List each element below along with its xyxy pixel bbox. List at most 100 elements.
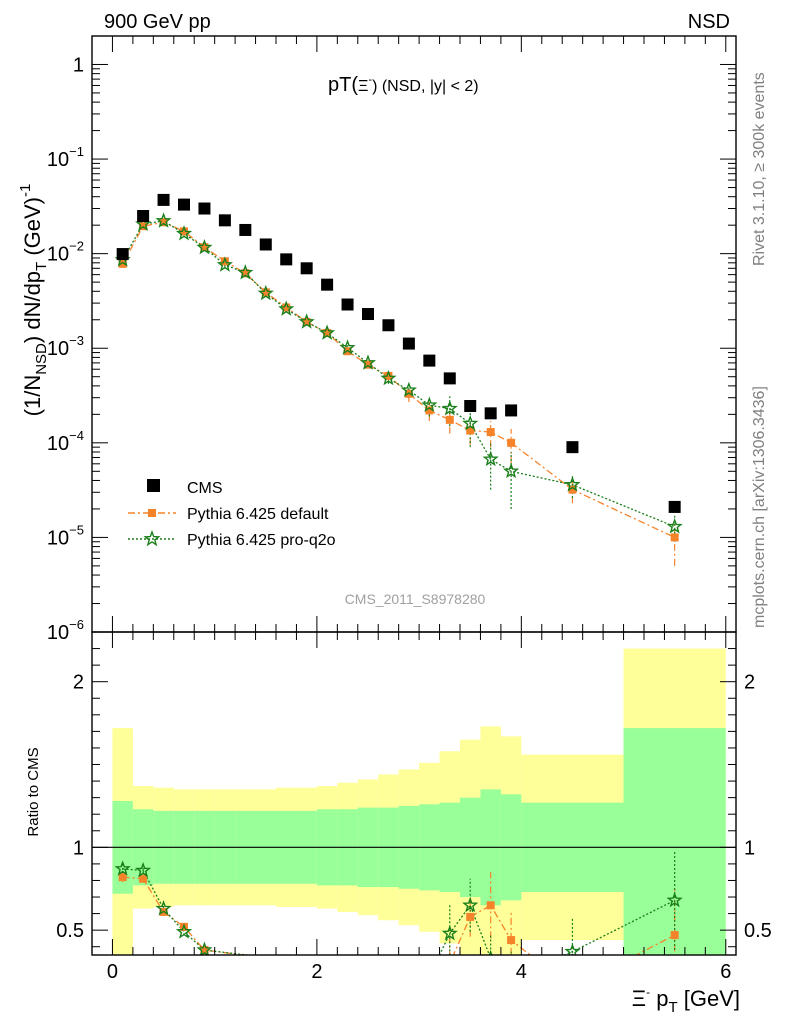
main-y-tick-label: 10−3 bbox=[47, 333, 84, 360]
marker-q2o bbox=[257, 284, 274, 301]
ratio-marker-q2o bbox=[196, 941, 213, 955]
header-left: 900 GeV pp bbox=[104, 11, 211, 33]
x-label-particle: Ξ bbox=[632, 986, 646, 1011]
marker-cms bbox=[116, 248, 129, 261]
marker-q2o bbox=[666, 518, 683, 534]
marker-default bbox=[670, 533, 679, 542]
x-label-sup: - bbox=[646, 985, 650, 999]
tick-exponent: −3 bbox=[69, 333, 84, 348]
x-tick-label: 2 bbox=[311, 961, 322, 983]
marker-default bbox=[180, 227, 188, 236]
marker-q2o bbox=[380, 369, 397, 386]
ratio-y-tick-label-right: 0.5 bbox=[744, 920, 772, 942]
marker-cms bbox=[198, 202, 211, 215]
marker-cms bbox=[280, 253, 293, 266]
ratio-marker-default bbox=[507, 936, 516, 945]
ratio-y-tick-label-right: 2 bbox=[744, 672, 755, 694]
ratio-panel: 0.5 0.5 1 1 2 2 0 2 4 6 bbox=[56, 632, 772, 992]
tick-mantissa: 10 bbox=[47, 527, 69, 549]
marker-q2o bbox=[482, 450, 499, 467]
legend-marker-default bbox=[148, 509, 156, 517]
marker-default bbox=[261, 288, 270, 297]
marker-cms bbox=[443, 372, 456, 385]
marker-default bbox=[425, 406, 434, 415]
marker-cms bbox=[259, 238, 272, 251]
title-particle: Ξ bbox=[358, 78, 368, 95]
marker-q2o bbox=[196, 239, 213, 255]
marker-default bbox=[445, 415, 454, 424]
marker-cms bbox=[300, 262, 313, 275]
marker-default bbox=[466, 426, 475, 435]
marker-q2o bbox=[175, 225, 193, 241]
ratio-marker-q2o bbox=[423, 970, 435, 982]
ratio-marker-q2o bbox=[155, 900, 172, 916]
x-tick-label: 4 bbox=[516, 961, 527, 983]
legend-label-default: Pythia 6.425 default bbox=[187, 506, 329, 523]
svg-text:(1/NNSD) dN/dpT (GeV)-1: (1/NNSD) dN/dpT (GeV)-1 bbox=[17, 184, 50, 417]
marker-cms bbox=[423, 354, 436, 367]
marker-default bbox=[302, 317, 311, 326]
marker-q2o bbox=[503, 462, 520, 479]
marker-cms bbox=[218, 214, 231, 227]
x-tick-label: 6 bbox=[720, 961, 731, 983]
tick-exponent: −6 bbox=[69, 617, 84, 632]
marker-default bbox=[220, 257, 229, 266]
ratio-marker-q2o bbox=[175, 923, 193, 939]
legend: CMS Pythia 6.425 default Pythia 6.425 pr… bbox=[128, 479, 336, 549]
main-y-tick-label: 10−4 bbox=[47, 428, 84, 455]
ratio-marker-default bbox=[425, 976, 433, 984]
marker-cms bbox=[239, 223, 252, 236]
ratio-marker-default bbox=[200, 946, 209, 955]
main-y-label: (1/NNSD) dN/dpT (GeV)-1 bbox=[17, 184, 50, 417]
x-label-unit: [GeV] bbox=[678, 986, 740, 1011]
marker-default bbox=[507, 438, 516, 447]
main-panel: 110−110−210−310−410−510−6 bbox=[47, 35, 736, 644]
ratio-marker-default bbox=[466, 912, 475, 921]
marker-q2o bbox=[135, 215, 152, 232]
series-line-1 bbox=[122, 221, 675, 538]
mcplots-reference: mcplots.cern.ch [arXiv:1306.3436] bbox=[751, 386, 768, 628]
marker-q2o bbox=[278, 300, 295, 316]
tick-exponent: −5 bbox=[69, 522, 84, 537]
marker-q2o bbox=[359, 354, 377, 370]
main-y-tick-label: 10−6 bbox=[47, 617, 84, 644]
marker-q2o bbox=[421, 396, 438, 413]
marker-default bbox=[364, 360, 372, 369]
title-sup: - bbox=[368, 74, 372, 86]
marker-default bbox=[241, 269, 250, 278]
ratio-marker-q2o bbox=[462, 896, 479, 913]
tick-mantissa: 10 bbox=[47, 338, 69, 360]
ratio-frame bbox=[91, 631, 737, 956]
ratio-marker-default bbox=[568, 984, 576, 992]
ratio-marker-default bbox=[486, 901, 495, 910]
ratio-y-tick-label-left: 2 bbox=[73, 672, 84, 694]
marker-q2o bbox=[298, 313, 315, 329]
ratio-y-label: Ratio to CMS bbox=[25, 747, 42, 836]
marker-q2o bbox=[441, 400, 458, 416]
tick-mantissa: 10 bbox=[47, 622, 69, 644]
x-tick-label: 0 bbox=[107, 961, 118, 983]
marker-cms bbox=[382, 319, 395, 332]
marker-default bbox=[404, 389, 413, 398]
ratio-marker-q2o bbox=[135, 862, 152, 878]
marker-default bbox=[323, 328, 332, 337]
ratio-marker-q2o bbox=[441, 924, 458, 941]
title-rest: ) (NSD, |y| < 2) bbox=[372, 78, 479, 95]
marker-cms bbox=[505, 404, 518, 417]
legend-marker-cms bbox=[147, 479, 160, 492]
title-main: pT( bbox=[328, 74, 358, 96]
marker-cms bbox=[566, 441, 579, 454]
marker-q2o bbox=[339, 339, 356, 355]
marker-q2o bbox=[319, 324, 336, 340]
marker-default bbox=[200, 243, 209, 252]
marker-default bbox=[159, 218, 168, 227]
analysis-watermark: CMS_2011_S8978280 bbox=[345, 591, 486, 607]
legend-marker-q2o bbox=[143, 530, 161, 547]
main-y-tick-label: 10−1 bbox=[47, 144, 84, 171]
ratio-marker-default bbox=[446, 959, 454, 967]
marker-default bbox=[486, 428, 495, 437]
ratio-y-tick-label-left: 1 bbox=[73, 837, 84, 859]
marker-q2o bbox=[400, 381, 417, 398]
marker-cms bbox=[137, 210, 150, 223]
